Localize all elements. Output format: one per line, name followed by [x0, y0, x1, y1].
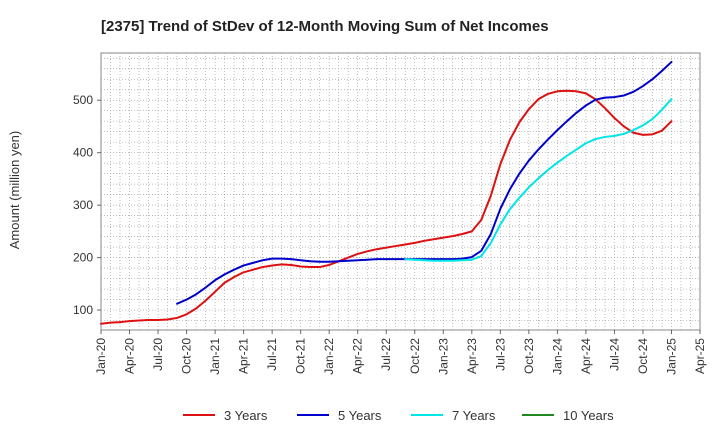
x-tick-label: Jul-20 — [151, 338, 165, 371]
x-tick-label: Oct-22 — [408, 338, 422, 374]
x-tick-label: Oct-21 — [294, 338, 308, 374]
series-line-3-years — [100, 89, 673, 325]
series-line-7-years — [404, 98, 673, 262]
x-tick-label: Oct-20 — [180, 338, 194, 374]
y-tick-label: 400 — [73, 146, 93, 160]
x-tick-label: Jul-21 — [265, 338, 279, 371]
series-line-5-years — [176, 60, 673, 305]
legend-label: 7 Years — [452, 408, 496, 423]
x-tick-label: Apr-24 — [579, 338, 593, 374]
x-tick-label: Jan-23 — [436, 338, 450, 375]
y-tick-label: 200 — [73, 251, 93, 265]
legend-item-7-years: 7 Years — [411, 408, 496, 423]
x-tick-label: Jul-22 — [379, 338, 393, 371]
legend: 3 Years 5 Years 7 Years 10 Years — [183, 408, 614, 423]
x-tick-label: Jan-25 — [664, 338, 678, 375]
y-axis-label: Amount (million yen) — [7, 131, 22, 250]
y-tick-label: 100 — [73, 303, 93, 317]
x-tick-label: Apr-23 — [465, 338, 479, 374]
y-tick-label: 500 — [73, 93, 93, 107]
x-tick-label: Apr-25 — [693, 338, 707, 374]
x-tick-label: Apr-20 — [123, 338, 137, 374]
x-tick-label: Jan-22 — [322, 338, 336, 375]
series-layer — [100, 60, 673, 325]
plot-area — [100, 52, 701, 331]
x-tick-label: Jan-24 — [550, 338, 564, 375]
legend-label: 10 Years — [563, 408, 614, 423]
legend-item-5-years: 5 Years — [297, 408, 382, 423]
y-axis-ticks: 100 200 300 400 500 — [73, 93, 101, 317]
y-tick-label: 300 — [73, 198, 93, 212]
legend-label: 5 Years — [338, 408, 382, 423]
grid-lines — [101, 53, 700, 330]
legend-item-3-years: 3 Years — [183, 408, 268, 423]
x-tick-label: Jul-24 — [607, 338, 621, 371]
chart-title: [2375] Trend of StDev of 12-Month Moving… — [101, 18, 549, 35]
x-tick-label: Oct-24 — [636, 338, 650, 374]
legend-item-10-years: 10 Years — [522, 408, 614, 423]
x-tick-label: Oct-23 — [522, 338, 536, 374]
x-tick-label: Apr-22 — [351, 338, 365, 374]
x-tick-label: Jul-23 — [493, 338, 507, 371]
legend-label: 3 Years — [224, 408, 268, 423]
x-tick-label: Jan-21 — [208, 338, 222, 375]
x-tick-label: Jan-20 — [94, 338, 108, 375]
x-axis-ticks: Jan-20 Apr-20 Jul-20 Oct-20 Jan-21 Apr-21 Jul-… — [94, 330, 707, 375]
x-tick-label: Apr-21 — [237, 338, 251, 374]
